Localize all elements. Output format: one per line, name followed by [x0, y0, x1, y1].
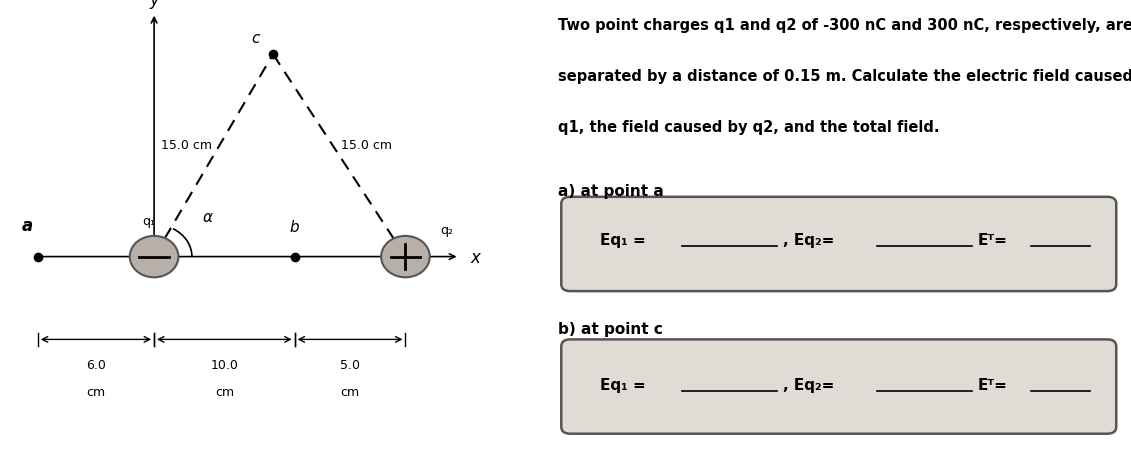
FancyBboxPatch shape	[561, 197, 1116, 291]
Text: Eᵀ=: Eᵀ=	[977, 233, 1008, 247]
Text: 15.0 cm: 15.0 cm	[340, 139, 391, 151]
Text: Eᵀ=: Eᵀ=	[977, 377, 1008, 392]
Text: 10.0: 10.0	[210, 358, 239, 371]
Text: Eq₁ =: Eq₁ =	[599, 233, 646, 247]
Text: cm: cm	[86, 386, 105, 398]
Text: q₂: q₂	[441, 224, 454, 236]
Circle shape	[381, 236, 430, 278]
Text: a: a	[21, 216, 33, 234]
Text: , Eq₂=: , Eq₂=	[783, 377, 834, 392]
Text: x: x	[470, 248, 481, 266]
Text: c: c	[251, 31, 259, 46]
Text: α: α	[202, 210, 213, 225]
Text: b: b	[290, 219, 300, 234]
Text: q1, the field caused by q2, and the total field.: q1, the field caused by q2, and the tota…	[559, 119, 940, 134]
Text: 5.0: 5.0	[340, 358, 360, 371]
Text: Eq₁ =: Eq₁ =	[599, 377, 646, 392]
FancyBboxPatch shape	[561, 340, 1116, 434]
Text: Two point charges q1 and q2 of -300 nC and 300 nC, respectively, are: Two point charges q1 and q2 of -300 nC a…	[559, 18, 1131, 34]
Text: separated by a distance of 0.15 m. Calculate the electric field caused by: separated by a distance of 0.15 m. Calcu…	[559, 69, 1131, 84]
Text: cm: cm	[215, 386, 234, 398]
Text: , Eq₂=: , Eq₂=	[783, 233, 834, 247]
Text: 6.0: 6.0	[86, 358, 106, 371]
Text: 15.0 cm: 15.0 cm	[161, 139, 211, 151]
Circle shape	[130, 236, 179, 278]
Text: cm: cm	[340, 386, 360, 398]
Text: b) at point c: b) at point c	[559, 321, 663, 336]
Text: a) at point a: a) at point a	[559, 184, 664, 199]
Text: q₁: q₁	[143, 214, 155, 227]
Text: y: y	[149, 0, 159, 9]
